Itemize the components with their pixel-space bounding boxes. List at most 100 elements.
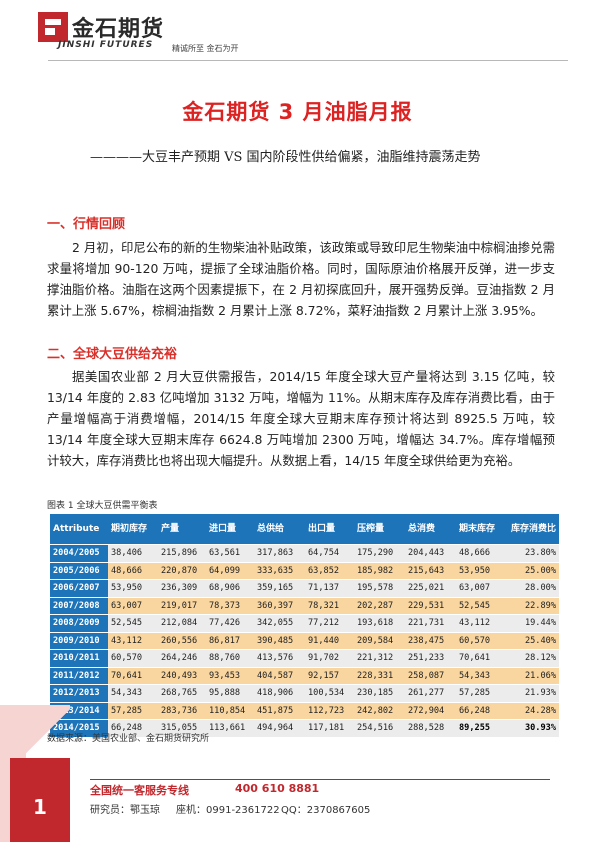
table-cell: 236,309 bbox=[158, 579, 206, 598]
table-cell: 28.00% bbox=[508, 579, 559, 598]
section-heading-review: 一、行情回顾 bbox=[47, 217, 126, 232]
table-cell: 242,802 bbox=[354, 702, 405, 720]
table-cell: 175,290 bbox=[354, 544, 405, 563]
report-title: 金石期货 3 月油脂月报 bbox=[182, 100, 413, 124]
table-cell: 25.00% bbox=[508, 562, 559, 580]
table-cell: 100,534 bbox=[305, 684, 354, 703]
table-header-cell: 产量 bbox=[158, 514, 206, 545]
table-cell: 77,426 bbox=[206, 614, 254, 633]
table-cell: 315,055 bbox=[158, 719, 206, 738]
table-cell: 110,854 bbox=[206, 702, 254, 720]
table-cell: 38,406 bbox=[108, 544, 158, 563]
table-cell: 78,321 bbox=[305, 597, 354, 615]
table-cell: 225,021 bbox=[405, 579, 456, 598]
table-header-cell: 压榨量 bbox=[354, 514, 405, 545]
table-cell: 258,087 bbox=[405, 667, 456, 685]
table-cell: 25.40% bbox=[508, 632, 559, 650]
table-cell: 268,765 bbox=[158, 684, 206, 703]
table-cell: 70,641 bbox=[108, 667, 158, 685]
company-logo: 金石期货 JINSHI FUTURES 精诚所至 金石为开 bbox=[10, 10, 300, 60]
table-row: 2006/2007 53,950 236,309 68,906 359,165 71,13… bbox=[50, 579, 559, 598]
table-row-year: 2012/2013 bbox=[50, 684, 108, 703]
table-cell: 494,964 bbox=[254, 719, 305, 738]
table-header-cell: 期末库存 bbox=[456, 514, 508, 545]
table-cell: 63,007 bbox=[108, 597, 158, 615]
table-cell: 30.93% bbox=[508, 719, 559, 738]
table-cell: 264,246 bbox=[158, 649, 206, 668]
table-cell: 78,373 bbox=[206, 597, 254, 615]
table-cell: 89,255 bbox=[456, 719, 508, 738]
table-row: 2008/2009 52,545 212,084 77,426 342,055 77,21… bbox=[50, 614, 559, 633]
table-cell: 57,285 bbox=[108, 702, 158, 720]
table-cell: 221,312 bbox=[354, 649, 405, 668]
table-header-cell: 总供给 bbox=[254, 514, 305, 545]
table-cell: 23.80% bbox=[508, 544, 559, 563]
table-cell: 68,906 bbox=[206, 579, 254, 598]
table-cell: 93,453 bbox=[206, 667, 254, 685]
table-cell: 209,584 bbox=[354, 632, 405, 650]
table-cell: 48,666 bbox=[456, 544, 508, 563]
table-cell: 117,181 bbox=[305, 719, 354, 738]
table-cell: 28.12% bbox=[508, 649, 559, 668]
table-cell: 288,528 bbox=[405, 719, 456, 738]
table-cell: 112,723 bbox=[305, 702, 354, 720]
hotline-label: 全国统一客服务专线 bbox=[90, 784, 189, 797]
table-cell: 418,906 bbox=[254, 684, 305, 703]
logo-company-cn: 金石期货 bbox=[72, 17, 165, 42]
footer-decoration-triangle bbox=[26, 705, 70, 758]
section-body-review: 2 月初，印尼公布的新的生物柴油补贴政策，该政策或导致印尼生物柴油中棕榈油掺兑需… bbox=[47, 240, 555, 318]
table-cell: 92,157 bbox=[305, 667, 354, 685]
table-cell: 220,870 bbox=[158, 562, 206, 580]
table-body: 2004/2005 38,406 215,896 63,561 317,863 64,75… bbox=[50, 544, 559, 738]
table-row-year: 2004/2005 bbox=[50, 544, 108, 563]
page-number: 1 bbox=[33, 795, 47, 819]
table-cell: 71,137 bbox=[305, 579, 354, 598]
section-heading-supply: 二、全球大豆供给充裕 bbox=[47, 347, 178, 362]
table-row: 2011/2012 70,641 240,493 93,453 404,587 92,15… bbox=[50, 667, 559, 685]
table-row-year: 2011/2012 bbox=[50, 667, 108, 685]
report-subtitle: ————大豆丰产预期 VS 国内阶段性供给偏紧，油脂维持震荡走势 bbox=[90, 150, 481, 165]
table-cell: 43,112 bbox=[108, 632, 158, 650]
table-row-year: 2009/2010 bbox=[50, 632, 108, 650]
table-row: 2013/2014 57,285 283,736 110,854 451,875 112,… bbox=[50, 702, 559, 720]
table-header-cell: 期初库存 bbox=[108, 514, 158, 545]
table-cell: 317,863 bbox=[254, 544, 305, 563]
table-cell: 113,661 bbox=[206, 719, 254, 738]
table-cell: 238,475 bbox=[405, 632, 456, 650]
table-cell: 404,587 bbox=[254, 667, 305, 685]
table-cell: 19.44% bbox=[508, 614, 559, 633]
table-cell: 451,875 bbox=[254, 702, 305, 720]
table-row: 2005/2006 48,666 220,870 64,099 333,635 63,85… bbox=[50, 562, 559, 580]
table-cell: 95,888 bbox=[206, 684, 254, 703]
table-cell: 63,561 bbox=[206, 544, 254, 563]
table-cell: 204,443 bbox=[405, 544, 456, 563]
table-cell: 229,531 bbox=[405, 597, 456, 615]
table-cell: 70,641 bbox=[456, 649, 508, 668]
table-cell: 254,516 bbox=[354, 719, 405, 738]
table-row-year: 2010/2011 bbox=[50, 649, 108, 668]
table-cell: 240,493 bbox=[158, 667, 206, 685]
table-row: 2007/2008 63,007 219,017 78,373 360,397 78,32… bbox=[50, 597, 559, 615]
soybean-balance-table: Attribute 期初库存 产量 进口量 总供给 出口量 压榨量 总消费 期末库存 库存消费比 … bbox=[50, 514, 559, 738]
researcher-phone: 座机：0991-2361722 bbox=[176, 805, 280, 816]
footer-decoration-red bbox=[10, 758, 70, 842]
table-cell: 52,545 bbox=[108, 614, 158, 633]
table-cell: 64,099 bbox=[206, 562, 254, 580]
logo-mark-icon bbox=[38, 12, 68, 42]
table-cell: 63,852 bbox=[305, 562, 354, 580]
table-cell: 24.28% bbox=[508, 702, 559, 720]
table-cell: 86,817 bbox=[206, 632, 254, 650]
hotline-number: 400 610 8881 bbox=[235, 782, 320, 795]
table-cell: 88,760 bbox=[206, 649, 254, 668]
table-cell: 54,343 bbox=[108, 684, 158, 703]
table-cell: 390,485 bbox=[254, 632, 305, 650]
table-cell: 53,950 bbox=[108, 579, 158, 598]
table-cell: 53,950 bbox=[456, 562, 508, 580]
table-header-cell: 库存消费比 bbox=[508, 514, 559, 545]
table-cell: 91,440 bbox=[305, 632, 354, 650]
table-row: 2010/2011 60,570 264,246 88,760 413,576 91,70… bbox=[50, 649, 559, 668]
table-cell: 359,165 bbox=[254, 579, 305, 598]
logo-slogan: 精诚所至 金石为开 bbox=[172, 44, 239, 53]
table-row-year: 2006/2007 bbox=[50, 579, 108, 598]
table-cell: 185,982 bbox=[354, 562, 405, 580]
